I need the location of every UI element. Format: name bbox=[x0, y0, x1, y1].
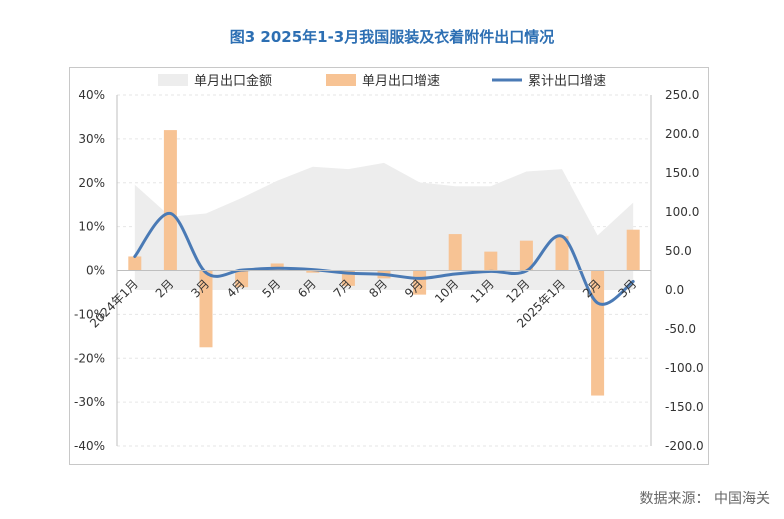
left-tick-label: 10% bbox=[78, 220, 105, 234]
bar-3 bbox=[199, 270, 213, 348]
line-cumulative-growth bbox=[133, 211, 635, 306]
bar-12 bbox=[519, 240, 533, 271]
legend-swatch-area bbox=[158, 74, 188, 86]
right-axis-ticks: -200.0 -150.0 -100.0 -50.0 0.0 50.0 100.0 150.0… bbox=[665, 88, 704, 453]
right-tick-label: 200.0 bbox=[665, 127, 699, 141]
bar-1 bbox=[128, 256, 142, 271]
bar-10 bbox=[448, 234, 462, 271]
right-tick-label: -200.0 bbox=[665, 439, 704, 453]
chart-title: 图3 2025年1-3月我国服装及衣着附件出口情况 bbox=[229, 28, 555, 46]
left-tick-label: -10% bbox=[74, 307, 105, 321]
left-tick-label: 40% bbox=[78, 88, 105, 102]
bar-15 bbox=[626, 229, 640, 271]
bar-9 bbox=[413, 270, 427, 295]
legend-label-line: 累计出口增速 bbox=[528, 74, 606, 89]
bar-13 bbox=[555, 236, 569, 271]
right-tick-label: 50.0 bbox=[665, 244, 692, 258]
right-tick-label: -100.0 bbox=[665, 361, 704, 375]
legend-label-area: 单月出口金额 bbox=[194, 73, 272, 89]
right-tick-label: -150.0 bbox=[665, 400, 704, 414]
right-tick-label: -50.0 bbox=[665, 322, 696, 336]
right-tick-label: 250.0 bbox=[665, 88, 699, 102]
right-tick-label: 100.0 bbox=[665, 205, 699, 219]
legend-label-bar: 单月出口增速 bbox=[362, 74, 440, 89]
axes bbox=[116, 95, 652, 446]
data-source-note: 数据来源： 中国海关 bbox=[639, 491, 770, 507]
chart-frame bbox=[69, 67, 709, 465]
area-single-month-value bbox=[134, 162, 634, 290]
bar-2 bbox=[163, 130, 177, 271]
x-tick-label: 2024年1月 bbox=[87, 277, 141, 331]
left-tick-label: 20% bbox=[78, 176, 105, 190]
legend-swatch-bar bbox=[326, 74, 356, 86]
bar-6 bbox=[306, 270, 320, 273]
left-tick-label: -40% bbox=[74, 439, 105, 453]
left-tick-label: -30% bbox=[74, 395, 105, 409]
left-tick-label: 30% bbox=[78, 132, 105, 146]
left-tick-label: -20% bbox=[74, 351, 105, 365]
right-tick-label: 150.0 bbox=[665, 166, 699, 180]
bar-11 bbox=[484, 251, 498, 271]
legend: 单月出口金额 单月出口增速 累计出口增速 bbox=[158, 73, 606, 89]
bar-4 bbox=[235, 270, 249, 288]
right-tick-label: 0.0 bbox=[665, 283, 684, 297]
left-axis-ticks: -40% -30% -20% -10% 0% 10% 20% 30% 40% bbox=[74, 88, 105, 453]
left-tick-label: 0% bbox=[86, 264, 105, 278]
